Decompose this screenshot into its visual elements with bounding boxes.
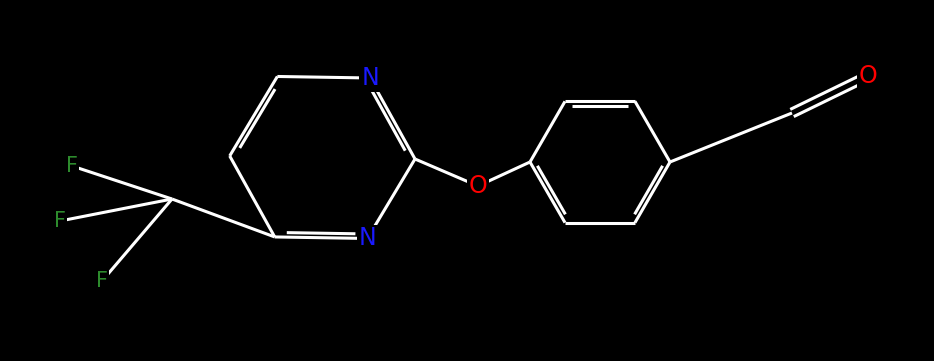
- Text: N: N: [359, 226, 376, 251]
- Text: F: F: [96, 271, 108, 291]
- Text: F: F: [66, 156, 78, 176]
- Text: O: O: [858, 64, 877, 88]
- Text: N: N: [361, 66, 379, 90]
- Text: O: O: [469, 174, 488, 198]
- Text: F: F: [54, 211, 66, 231]
